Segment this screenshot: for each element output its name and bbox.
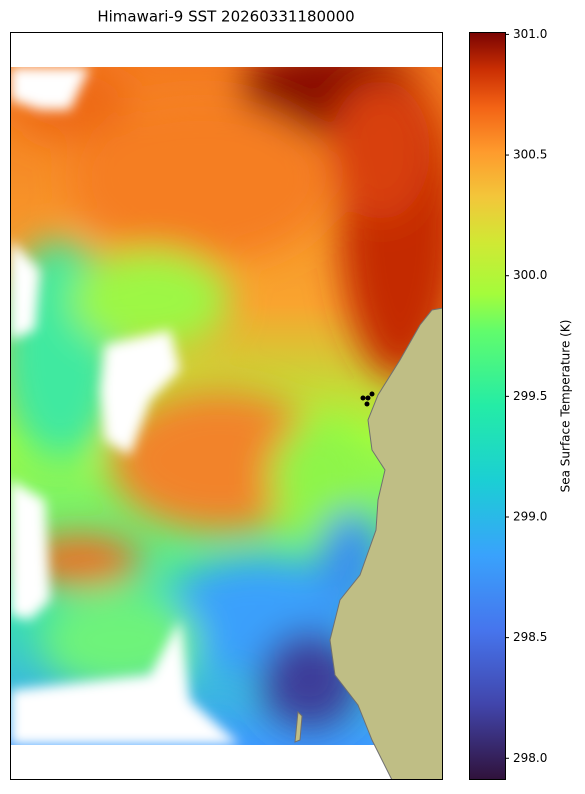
- colorbar-tick-label: 300.5: [513, 148, 547, 162]
- colorbar-tick-label: 300.0: [513, 268, 547, 282]
- island: [294, 710, 303, 743]
- colorbar-label: Sea Surface Temperature (K): [559, 320, 573, 493]
- sst-field: [10, 67, 443, 745]
- colorbar-tick-label: 299.0: [513, 509, 547, 523]
- map-area: [10, 32, 443, 780]
- station-markers: [360, 391, 375, 407]
- land: [329, 307, 443, 780]
- colorbar-tick-label: 298.0: [513, 751, 547, 765]
- map-frame: [10, 32, 443, 780]
- chart-title: Himawari-9 SST 20260331180000: [97, 8, 354, 26]
- colorbar-tick-label: 298.5: [513, 630, 547, 644]
- colorbar-tick-label: 299.5: [513, 389, 547, 403]
- colorbar-tick-label: 301.0: [513, 27, 547, 41]
- colorbar: [469, 32, 506, 780]
